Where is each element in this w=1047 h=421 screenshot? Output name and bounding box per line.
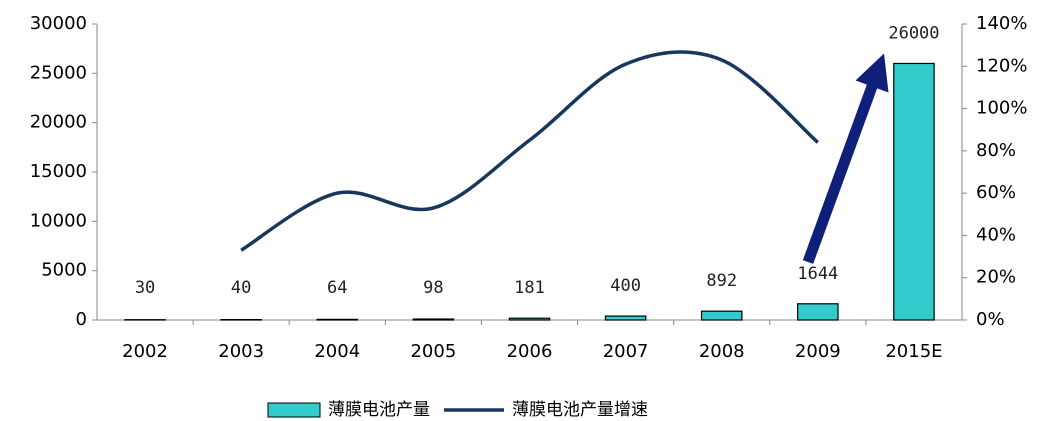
y2-tick-label: 100% bbox=[976, 98, 1027, 119]
y-tick-label: 0 bbox=[76, 309, 87, 330]
x-tick-label: 2004 bbox=[314, 341, 360, 362]
bar bbox=[316, 318, 359, 321]
x-tick-label: 2005 bbox=[410, 341, 456, 362]
y2-tick-label: 40% bbox=[976, 224, 1016, 245]
x-tick-label: 2003 bbox=[218, 341, 264, 362]
bar bbox=[700, 310, 743, 321]
y-tick-label: 15000 bbox=[30, 161, 87, 182]
legend-swatch bbox=[267, 402, 321, 418]
data-label: 64 bbox=[327, 278, 347, 298]
bar bbox=[893, 62, 935, 321]
bar bbox=[604, 315, 647, 321]
x-tick-label: 2002 bbox=[122, 341, 168, 362]
y-tick-label: 5000 bbox=[41, 260, 87, 281]
bar bbox=[508, 317, 551, 321]
data-label: 181 bbox=[514, 278, 545, 298]
y2-tick-label: 60% bbox=[976, 182, 1016, 203]
data-label: 30 bbox=[135, 278, 155, 298]
data-label: 98 bbox=[423, 278, 443, 298]
legend-label: 薄膜电池产量 bbox=[328, 400, 430, 420]
y2-tick-label: 140% bbox=[976, 13, 1027, 34]
data-label: 26000 bbox=[888, 23, 939, 43]
annotation-arrow bbox=[802, 53, 889, 264]
y2-tick-label: 20% bbox=[976, 267, 1016, 288]
y2-tick-label: 80% bbox=[976, 140, 1016, 161]
legend-label: 薄膜电池产量增速 bbox=[512, 400, 648, 420]
y2-tick-label: 0% bbox=[976, 309, 1005, 330]
y2-tick-label: 120% bbox=[976, 55, 1027, 76]
y-tick-label: 25000 bbox=[30, 62, 87, 83]
x-tick-label: 2009 bbox=[795, 341, 841, 362]
bar bbox=[797, 303, 839, 321]
y-tick-label: 30000 bbox=[30, 13, 87, 34]
x-tick-label: 2006 bbox=[507, 341, 553, 362]
data-label: 1644 bbox=[797, 264, 838, 284]
x-tick-label: 2015E bbox=[885, 341, 942, 362]
x-tick-label: 2007 bbox=[603, 341, 649, 362]
bar bbox=[412, 318, 455, 321]
y-tick-label: 20000 bbox=[30, 112, 87, 133]
x-tick-label: 2008 bbox=[699, 341, 745, 362]
data-label: 40 bbox=[231, 278, 251, 298]
y-tick-label: 10000 bbox=[30, 210, 87, 231]
line bbox=[240, 50, 819, 252]
data-label: 400 bbox=[610, 276, 641, 296]
data-label: 892 bbox=[706, 271, 737, 291]
